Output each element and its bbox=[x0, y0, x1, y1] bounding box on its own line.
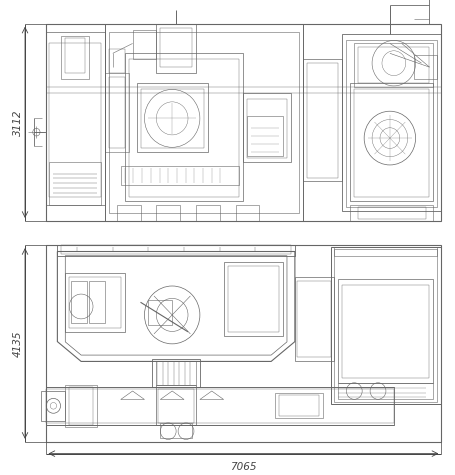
Bar bbox=[236, 205, 259, 221]
Bar bbox=[109, 77, 125, 148]
Bar bbox=[342, 34, 441, 211]
Bar bbox=[279, 395, 318, 417]
Bar bbox=[46, 32, 105, 205]
Bar bbox=[339, 279, 434, 382]
Bar bbox=[46, 245, 441, 442]
Bar bbox=[66, 385, 97, 427]
Text: 3112: 3112 bbox=[13, 109, 23, 135]
Bar bbox=[158, 389, 194, 423]
Bar bbox=[196, 205, 220, 221]
Bar bbox=[69, 387, 93, 425]
Bar bbox=[350, 205, 434, 221]
Bar bbox=[414, 55, 437, 79]
Bar bbox=[342, 285, 430, 378]
Bar bbox=[41, 391, 65, 421]
Bar bbox=[50, 162, 101, 205]
Bar bbox=[148, 300, 172, 325]
Bar bbox=[125, 53, 243, 201]
Bar bbox=[243, 93, 291, 162]
Text: 4135: 4135 bbox=[13, 330, 23, 357]
Bar bbox=[248, 99, 287, 158]
Bar bbox=[61, 36, 89, 79]
Bar bbox=[46, 387, 394, 425]
Bar bbox=[121, 166, 239, 185]
Bar bbox=[275, 393, 323, 418]
Bar bbox=[228, 266, 279, 332]
Bar bbox=[157, 385, 196, 425]
Bar bbox=[136, 83, 208, 152]
Bar bbox=[157, 361, 196, 385]
Bar bbox=[105, 73, 129, 152]
Bar bbox=[358, 207, 425, 219]
Bar bbox=[354, 89, 430, 197]
Bar bbox=[157, 24, 196, 73]
Bar bbox=[303, 59, 342, 181]
Bar bbox=[354, 44, 434, 87]
Bar bbox=[141, 89, 204, 148]
Bar bbox=[160, 28, 192, 67]
Bar bbox=[61, 245, 291, 254]
Bar bbox=[109, 32, 299, 213]
Bar bbox=[109, 49, 125, 73]
Bar bbox=[152, 359, 200, 387]
Bar bbox=[46, 24, 441, 221]
Bar bbox=[295, 277, 334, 361]
Bar bbox=[69, 277, 121, 328]
Bar bbox=[334, 249, 437, 401]
Bar bbox=[132, 29, 157, 59]
Bar bbox=[57, 245, 295, 256]
Text: 7065: 7065 bbox=[230, 462, 257, 472]
Bar bbox=[307, 63, 339, 178]
Bar bbox=[160, 423, 192, 437]
Bar bbox=[346, 39, 437, 207]
Bar bbox=[66, 273, 125, 332]
Bar bbox=[71, 281, 87, 323]
Bar bbox=[358, 48, 430, 83]
Bar bbox=[66, 38, 85, 73]
Bar bbox=[157, 205, 180, 221]
Bar bbox=[105, 24, 303, 221]
Bar bbox=[297, 281, 330, 357]
Bar bbox=[248, 116, 283, 156]
Bar bbox=[50, 44, 101, 197]
Bar bbox=[46, 389, 394, 423]
Bar bbox=[224, 262, 283, 336]
Bar bbox=[89, 281, 105, 323]
Bar bbox=[129, 59, 239, 197]
Bar bbox=[350, 83, 434, 201]
Bar bbox=[330, 247, 441, 404]
Bar bbox=[339, 382, 434, 399]
Bar bbox=[117, 205, 141, 221]
Bar bbox=[334, 247, 437, 256]
